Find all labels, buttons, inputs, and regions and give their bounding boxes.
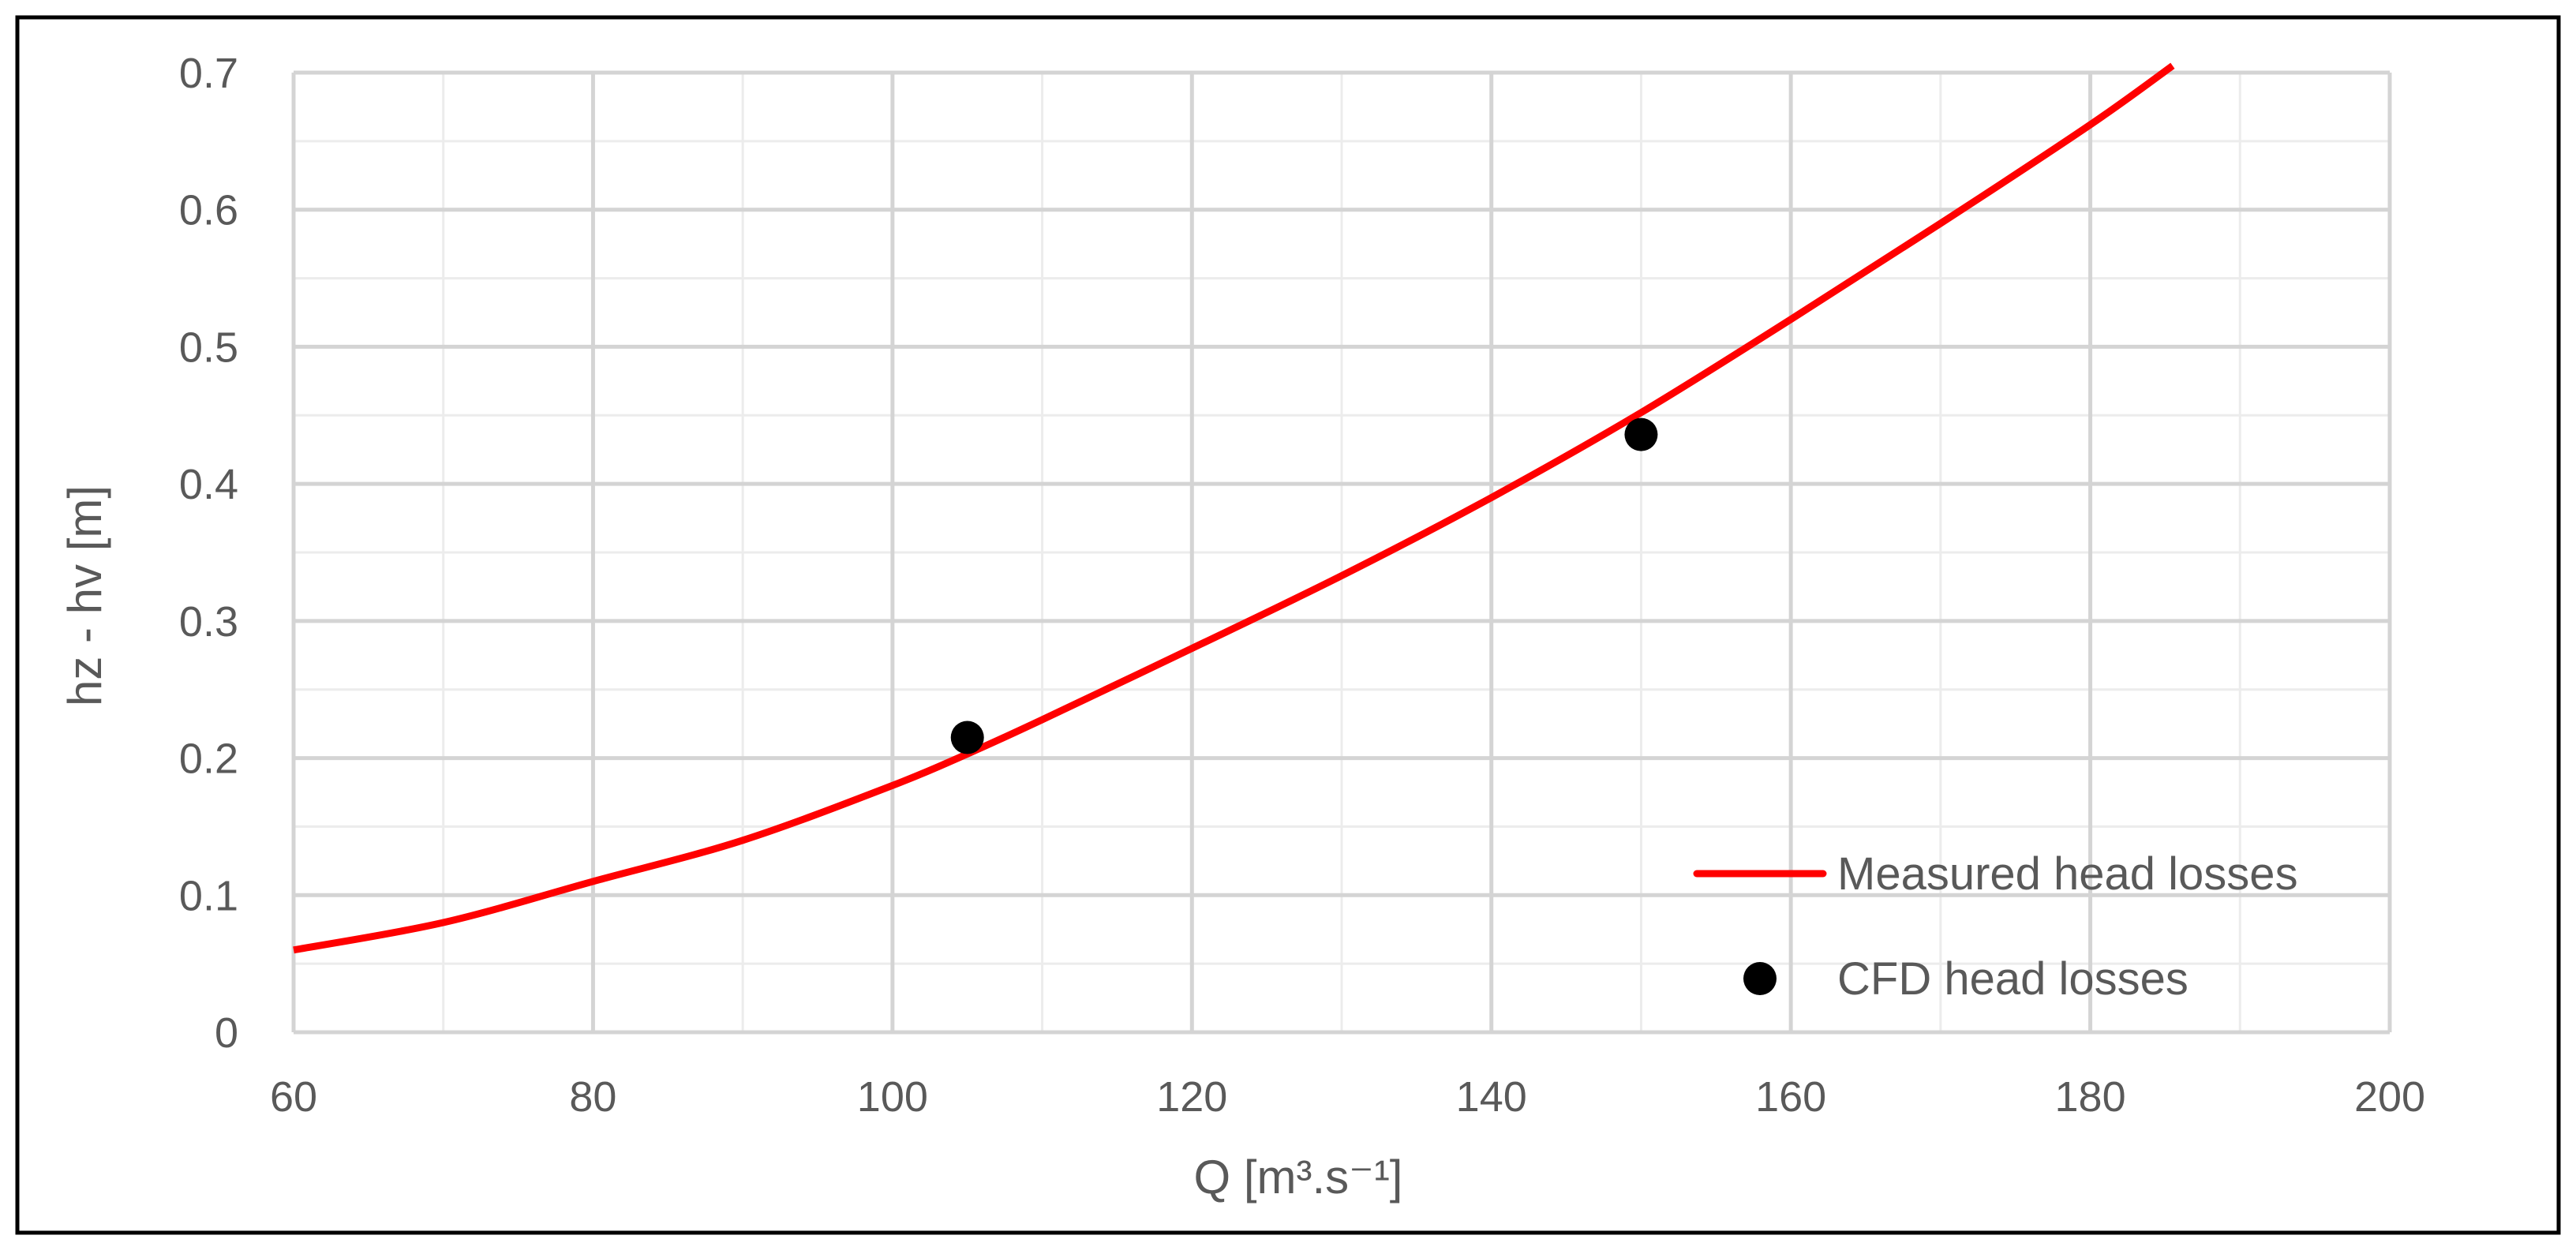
- data-point-cfd-head-losses: [950, 721, 984, 754]
- legend: Measured head losses CFD head losses: [1693, 848, 2298, 1005]
- x-axis-title: Q [m³.s⁻¹]: [1194, 1151, 1403, 1203]
- x-tick-label: 180: [2055, 1073, 2126, 1121]
- x-tick-label: 80: [569, 1073, 616, 1121]
- y-tick-label: 0: [215, 1009, 238, 1057]
- series-layer: [293, 62, 2175, 954]
- legend-label-measured-head-losses: Measured head losses: [1837, 848, 2298, 900]
- y-axis-title: hz - hv [m]: [58, 485, 111, 706]
- y-tick-label: 0.7: [179, 50, 238, 97]
- y-tick-label: 0.5: [179, 324, 238, 371]
- legend-label-cfd-head-losses: CFD head losses: [1837, 953, 2188, 1005]
- chart-border: [15, 15, 2561, 1235]
- y-tick-label: 0.3: [179, 598, 238, 646]
- tick-labels: 60 80 100 120 140 160 180 200 0 0.1 0.2 0.3 0.4 0.5 0.…: [179, 50, 2425, 1121]
- data-point-cfd-head-losses: [1624, 417, 1658, 451]
- y-tick-label: 0.2: [179, 736, 238, 783]
- legend-swatch-cfd-head-losses: [1743, 962, 1777, 995]
- y-tick-label: 0.1: [179, 872, 238, 919]
- x-tick-label: 60: [270, 1073, 317, 1121]
- x-tick-label: 160: [1755, 1073, 1826, 1121]
- series-line-measured-head-losses: [293, 62, 2175, 954]
- y-tick-label: 0.6: [179, 187, 238, 234]
- x-tick-label: 100: [857, 1073, 928, 1121]
- y-tick-label: 0.4: [179, 461, 238, 508]
- x-tick-label: 140: [1456, 1073, 1527, 1121]
- x-tick-label: 200: [2354, 1073, 2425, 1121]
- x-tick-label: 120: [1156, 1073, 1227, 1121]
- major-gridlines: [291, 70, 2392, 1035]
